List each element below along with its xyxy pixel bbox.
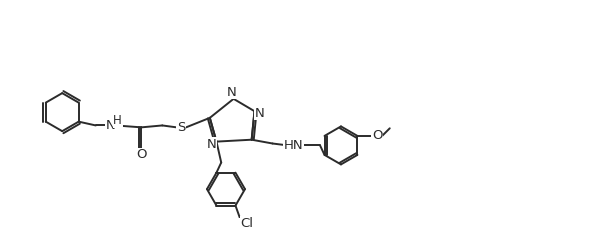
Text: O: O	[136, 148, 147, 161]
Text: S: S	[177, 121, 185, 134]
Text: O: O	[372, 129, 382, 142]
Text: N: N	[207, 138, 217, 151]
Text: Cl: Cl	[240, 217, 253, 229]
Text: H: H	[113, 114, 122, 127]
Text: N: N	[227, 86, 237, 99]
Text: HN: HN	[284, 139, 303, 152]
Text: N: N	[255, 106, 264, 120]
Text: N: N	[106, 119, 116, 132]
